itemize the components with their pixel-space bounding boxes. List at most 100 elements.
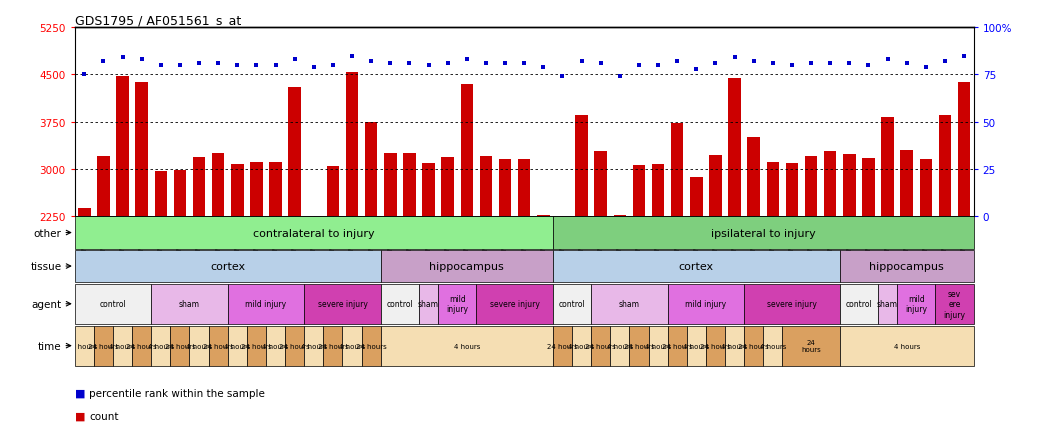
Bar — [938, 116, 951, 216]
Bar — [250, 163, 263, 216]
Bar — [629, 326, 649, 366]
Text: percentile rank within the sample: percentile rank within the sample — [89, 388, 265, 398]
Bar — [170, 326, 190, 366]
Bar — [419, 284, 438, 324]
Bar — [327, 167, 339, 216]
Text: ■: ■ — [75, 411, 85, 421]
Text: other: other — [33, 228, 61, 238]
Text: 4 hours: 4 hours — [109, 343, 136, 349]
Bar — [595, 152, 607, 216]
Bar — [729, 79, 741, 216]
Bar — [671, 124, 683, 216]
Text: mild
injury: mild injury — [446, 294, 468, 314]
Text: agent: agent — [31, 299, 61, 309]
Text: 4 hours: 4 hours — [72, 343, 98, 349]
Text: severe injury: severe injury — [490, 299, 540, 309]
Text: control: control — [386, 299, 413, 309]
Text: contralateral to injury: contralateral to injury — [253, 228, 375, 238]
Bar — [381, 326, 553, 366]
Bar — [381, 284, 419, 324]
Bar — [709, 156, 721, 216]
Bar — [113, 326, 132, 366]
Bar — [346, 73, 358, 216]
Bar — [652, 164, 664, 216]
Bar — [878, 284, 897, 324]
Bar — [132, 326, 152, 366]
Text: 4 hours: 4 hours — [454, 343, 480, 349]
Bar — [75, 250, 381, 283]
Bar — [935, 284, 974, 324]
Bar — [575, 116, 588, 216]
Text: 4 hours: 4 hours — [683, 343, 710, 349]
Bar — [840, 284, 878, 324]
Text: 24 hours: 24 hours — [356, 343, 386, 349]
Bar — [840, 250, 974, 283]
Bar — [783, 326, 840, 366]
Text: sham: sham — [179, 299, 200, 309]
Text: 24 hours: 24 hours — [318, 343, 349, 349]
Text: 4 hours: 4 hours — [606, 343, 633, 349]
Bar — [747, 138, 760, 216]
Bar — [136, 83, 147, 216]
Bar — [247, 326, 266, 366]
Bar — [725, 326, 744, 366]
Text: 4 hours: 4 hours — [224, 343, 250, 349]
Text: mild injury: mild injury — [245, 299, 286, 309]
Bar — [384, 154, 397, 216]
Bar — [227, 326, 247, 366]
Text: hippocampus: hippocampus — [870, 261, 945, 271]
Text: 24 hours: 24 hours — [279, 343, 310, 349]
Bar — [193, 158, 206, 216]
Bar — [152, 284, 227, 324]
Bar — [840, 326, 974, 366]
Bar — [901, 151, 912, 216]
Bar — [190, 326, 209, 366]
Bar — [553, 250, 840, 283]
Bar — [304, 326, 324, 366]
Text: 4 hours: 4 hours — [301, 343, 327, 349]
Text: hippocampus: hippocampus — [430, 261, 504, 271]
Text: tissue: tissue — [30, 261, 61, 271]
Text: 4 hours: 4 hours — [645, 343, 672, 349]
Text: 4 hours: 4 hours — [186, 343, 212, 349]
Text: 4 hours: 4 hours — [894, 343, 920, 349]
Text: mild
injury: mild injury — [905, 294, 927, 314]
Text: severe injury: severe injury — [767, 299, 817, 309]
Text: 24 hours: 24 hours — [662, 343, 692, 349]
Bar — [365, 122, 378, 216]
Bar — [231, 165, 244, 216]
Text: cortex: cortex — [679, 261, 714, 271]
Text: 24 hours: 24 hours — [127, 343, 157, 349]
Bar — [843, 154, 855, 216]
Bar — [75, 284, 152, 324]
Text: sham: sham — [619, 299, 639, 309]
Text: GDS1795 / AF051561_s_at: GDS1795 / AF051561_s_at — [75, 14, 241, 27]
Text: 24 hours: 24 hours — [241, 343, 272, 349]
Bar — [958, 83, 971, 216]
Bar — [361, 326, 381, 366]
Bar — [155, 172, 167, 216]
Bar — [897, 284, 935, 324]
Bar — [441, 158, 454, 216]
Bar — [744, 284, 840, 324]
Bar — [824, 152, 837, 216]
Bar — [649, 326, 667, 366]
Bar — [98, 157, 110, 216]
Text: 24
hours: 24 hours — [801, 339, 821, 352]
Bar — [269, 163, 281, 216]
Bar — [553, 284, 591, 324]
Bar — [209, 326, 227, 366]
Text: 24 hours: 24 hours — [165, 343, 195, 349]
Bar — [324, 326, 343, 366]
Bar — [93, 326, 113, 366]
Bar — [920, 159, 932, 216]
Bar — [212, 154, 224, 216]
Bar — [690, 178, 703, 216]
Text: cortex: cortex — [210, 261, 245, 271]
Text: mild injury: mild injury — [685, 299, 727, 309]
Text: 4 hours: 4 hours — [760, 343, 786, 349]
Text: ■: ■ — [75, 388, 85, 398]
Bar — [461, 85, 473, 216]
Text: 24 hours: 24 hours — [547, 343, 578, 349]
Bar — [786, 164, 798, 216]
